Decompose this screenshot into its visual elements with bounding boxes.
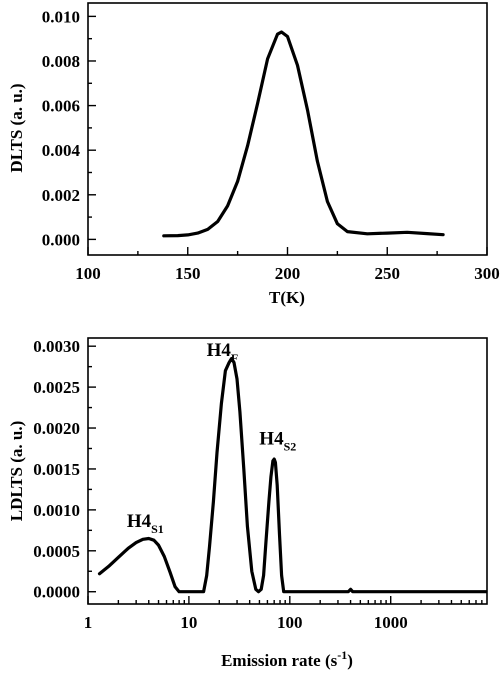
dlts-y-axis-label: DLTS (a. u.) [7, 83, 26, 172]
ldlts-peak-labels: H4S1 H4F H4S2 [127, 340, 296, 536]
y-tick-label: 0.0005 [33, 542, 80, 561]
x-tick-label: 200 [275, 264, 301, 283]
y-tick-label: 0.006 [42, 97, 80, 116]
ldlts-y-tick-labels: 0.0000 0.0005 0.0010 0.0015 0.0020 0.0025 0.00… [33, 337, 80, 602]
ldlts-x-tick-labels: 1 10 100 1000 [84, 613, 408, 632]
peak-label-s1: H4S1 [127, 511, 164, 536]
x-tick-label: 1000 [374, 613, 408, 632]
x-tick-label: 100 [75, 264, 101, 283]
dlts-x-axis-label: T(K) [269, 288, 305, 307]
x-tick-label: 150 [175, 264, 201, 283]
x-tick-label: 250 [375, 264, 401, 283]
y-tick-label: 0.0030 [33, 337, 80, 356]
dlts-ticks [87, 15, 488, 255]
y-tick-label: 0.004 [42, 141, 81, 160]
y-tick-label: 0.008 [42, 52, 80, 71]
y-tick-label: 0.010 [42, 7, 80, 26]
y-tick-label: 0.0015 [33, 460, 80, 479]
x-tick-label: 10 [180, 613, 197, 632]
peak-label-s2: H4S2 [259, 428, 296, 453]
y-tick-label: 0.0000 [33, 583, 80, 602]
y-tick-label: 0.000 [42, 230, 80, 249]
dlts-curve [162, 30, 445, 238]
y-tick-label: 0.002 [42, 186, 80, 205]
dlts-y-tick-labels: 0.000 0.002 0.004 0.006 0.008 0.010 [42, 7, 81, 249]
peak-label-f: H4F [207, 340, 239, 365]
ldlts-y-axis-label: LDLTS (a. u.) [7, 421, 26, 521]
ldlts-plot-frame [87, 337, 488, 605]
dlts-x-tick-labels: 100 150 200 250 300 [75, 264, 500, 283]
dlts-panel: 100 150 200 250 300 0.0000.0020.0040.0060.00… [7, 2, 500, 307]
ldlts-curve [97, 356, 488, 594]
x-tick-label: 300 [474, 264, 500, 283]
ldlts-panel: 1 10 100 1000 0.0000 0.0005 0.0010 0.0015 0.002… [7, 337, 488, 670]
x-tick-label: 100 [277, 613, 303, 632]
y-tick-label: 0.0010 [33, 501, 80, 520]
y-tick-label: 0.0025 [33, 378, 80, 397]
x-tick-label: 1 [84, 613, 93, 632]
ldlts-ticks [87, 345, 483, 604]
ldlts-x-axis-label: Emission rate (s-1) [221, 648, 353, 670]
y-tick-label: 0.0020 [33, 419, 80, 438]
